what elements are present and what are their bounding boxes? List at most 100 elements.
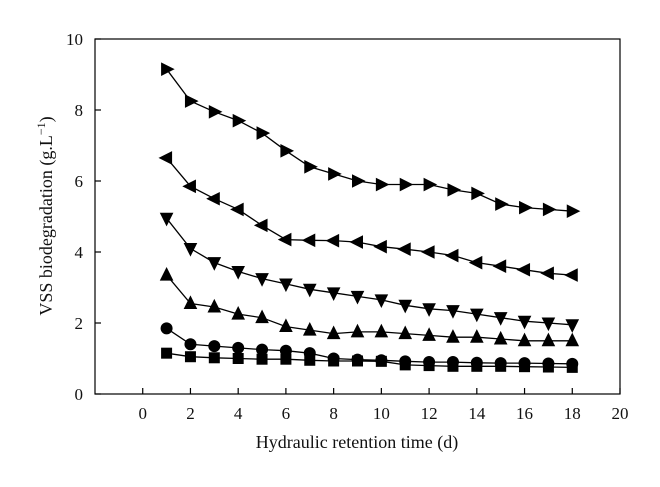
data-point-triangle-right: [304, 159, 318, 174]
data-point-triangle-up: [159, 266, 174, 281]
data-point-square: [328, 355, 340, 367]
data-point-triangle-right: [447, 183, 462, 197]
data-point-triangle-right: [519, 200, 533, 215]
data-point-square: [352, 355, 363, 367]
data-point-triangle-down: [493, 312, 508, 326]
y-tick-label: 2: [75, 314, 84, 333]
data-point-triangle-left: [349, 235, 363, 249]
x-tick-label: 12: [421, 404, 438, 423]
data-point-triangle-up: [517, 332, 532, 347]
data-point-triangle-right: [423, 177, 438, 192]
data-point-triangle-down: [565, 319, 580, 333]
series-square: [161, 347, 578, 373]
data-point-triangle-up: [374, 323, 389, 338]
y-tick-label: 8: [75, 101, 84, 120]
data-point-square: [423, 360, 435, 372]
plot-frame: [94, 38, 621, 395]
data-point-triangle-down: [350, 290, 365, 305]
x-tick-label: 14: [468, 404, 486, 423]
y-axis-title-superscript: −1: [34, 122, 48, 135]
y-tick-label: 10: [66, 30, 83, 49]
x-axis: 0 2 4 6 8 10 12 14 16 18 20: [138, 388, 629, 423]
data-point-square: [447, 360, 459, 372]
y-axis-title: VSS biodegradation (g.L−1): [34, 116, 57, 315]
data-point-triangle-right: [495, 197, 509, 211]
series-triangle-right: [161, 62, 581, 218]
data-point-triangle-down: [422, 303, 436, 317]
data-point-triangle-down: [231, 266, 245, 280]
data-point-triangle-down: [446, 305, 460, 319]
data-point-triangle-right: [471, 186, 485, 201]
data-point-triangle-down: [279, 278, 293, 293]
x-tick-label: 20: [612, 404, 629, 423]
series-triangle-down: [159, 212, 580, 333]
data-point-triangle-up: [231, 306, 245, 320]
data-point-square: [232, 353, 244, 364]
data-point-triangle-left: [468, 255, 483, 270]
data-point-triangle-left: [564, 268, 578, 282]
data-point-triangle-down: [183, 242, 198, 257]
x-tick-label: 0: [138, 404, 147, 423]
y-axis-title-main: VSS biodegradation (g.L: [36, 135, 57, 315]
data-point-triangle-right: [352, 174, 366, 188]
data-point-square: [304, 354, 316, 366]
data-point-circle: [232, 341, 245, 354]
x-tick-label: 2: [186, 404, 195, 423]
data-point-triangle-down: [470, 308, 484, 323]
data-point-triangle-left: [420, 245, 435, 259]
series-triangle-up: [159, 266, 580, 347]
data-point-square: [495, 360, 507, 372]
y-axis: 0 2 4 6 8 10: [66, 30, 101, 404]
x-tick-label: 16: [516, 404, 533, 423]
data-point-triangle-left: [540, 266, 554, 281]
data-point-triangle-down: [398, 299, 413, 314]
data-point-triangle-left: [397, 242, 411, 256]
data-point-square: [375, 355, 387, 367]
plot-area: [94, 38, 621, 395]
data-point-triangle-right: [184, 94, 199, 108]
series-circle: [160, 322, 579, 370]
data-point-square: [184, 351, 196, 363]
data-point-triangle-left: [277, 232, 292, 247]
x-tick-label: 10: [373, 404, 390, 423]
data-point-triangle-down: [302, 283, 317, 298]
data-point-triangle-up: [279, 318, 293, 333]
data-point-triangle-down: [326, 287, 341, 301]
data-point-triangle-up: [350, 323, 365, 338]
data-point-triangle-right: [161, 62, 175, 76]
series-line: [166, 157, 573, 276]
data-point-circle: [208, 340, 221, 353]
data-point-triangle-up: [541, 332, 556, 347]
data-point-triangle-down: [159, 212, 174, 227]
data-point-triangle-up: [446, 329, 460, 343]
y-axis-title-close: ): [36, 116, 57, 122]
data-point-triangle-up: [207, 298, 222, 313]
x-tick-label: 6: [282, 404, 291, 423]
data-point-triangle-left: [230, 202, 244, 217]
x-tick-label: 4: [234, 404, 243, 423]
data-point-triangle-left: [492, 259, 507, 274]
data-point-triangle-right: [328, 167, 342, 181]
x-tick-label: 18: [564, 404, 581, 423]
data-point-triangle-right: [399, 177, 414, 192]
data-point-triangle-up: [565, 332, 580, 347]
data-point-triangle-right: [542, 202, 557, 217]
data-point-triangle-left: [444, 248, 459, 263]
data-point-triangle-down: [517, 315, 532, 330]
data-point-triangle-left: [516, 262, 531, 277]
series-layer: [158, 62, 581, 373]
data-point-triangle-up: [398, 325, 413, 340]
data-point-square: [280, 353, 292, 365]
series-line: [166, 274, 573, 342]
data-point-square: [161, 347, 173, 359]
data-point-triangle-down: [207, 257, 222, 271]
data-point-triangle-right: [256, 126, 271, 140]
series-line: [166, 217, 573, 326]
data-point-triangle-left: [158, 151, 173, 165]
series-triangle-left: [158, 151, 578, 282]
data-point-triangle-right: [208, 104, 223, 119]
data-point-triangle-up: [422, 327, 436, 341]
data-point-triangle-down: [255, 273, 269, 287]
data-point-triangle-up: [493, 330, 508, 345]
data-point-triangle-right: [566, 204, 581, 218]
